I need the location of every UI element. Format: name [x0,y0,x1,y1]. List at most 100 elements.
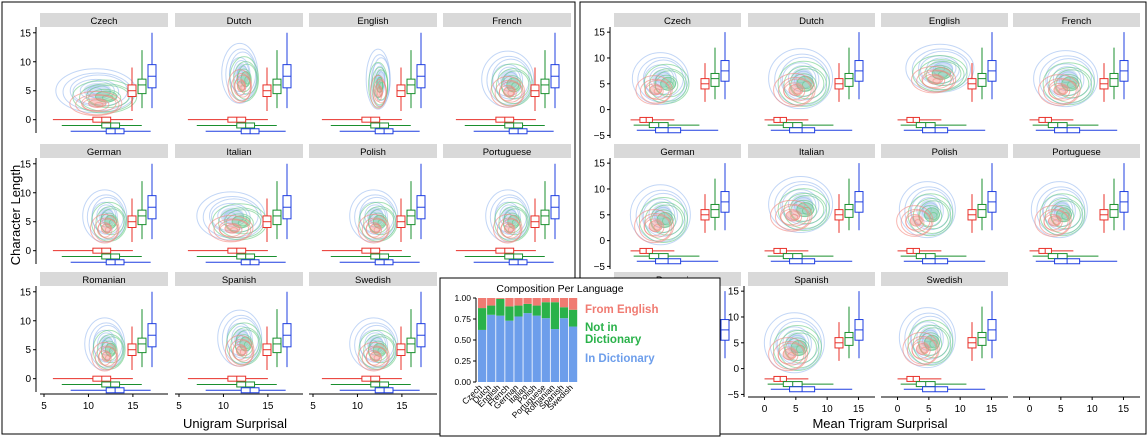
density-core [376,86,383,98]
density-contour [643,218,665,237]
x-tick-label: 5 [310,401,316,412]
density-contour [1046,63,1085,97]
facet-panel: Portuguese [1013,144,1140,265]
density-contour [638,196,688,243]
density-contour [217,205,248,227]
density-contour [1042,194,1076,228]
density-contour [1043,77,1079,105]
x-tick-label: 15 [396,401,408,412]
density-contour [781,62,820,98]
density-contour [776,326,812,362]
density-contour [774,181,831,231]
density-core [1048,215,1061,227]
y-tick-label: 0 [25,115,31,126]
density-contour [782,348,797,361]
density-contour [219,222,243,237]
y-tick-label: 15 [20,159,32,170]
density-contour [104,226,111,233]
density-contour [232,340,253,362]
density-contour [900,208,933,236]
density-contour [97,218,118,239]
density-contour [503,223,515,234]
y-tick-label: 10 [20,316,32,327]
x-tick-label: 10 [218,401,230,412]
density-core [796,75,815,92]
y-tick-label: 5 [25,345,31,356]
density-contour [98,346,117,367]
bar-segment [523,313,532,382]
legend-label: In Dictionary [585,353,655,365]
density-core [648,220,663,232]
bar-segment [478,298,487,309]
box [710,72,720,87]
density-contour [507,89,515,97]
bar-segment [514,298,523,306]
density-contour [788,83,804,96]
density-contour [236,80,246,93]
bar-segment [532,298,541,306]
x-tick-label: 15 [1118,404,1130,415]
density-contour [793,87,802,95]
bar-segment [568,298,578,310]
facet-strip [1013,144,1140,158]
density-core [916,343,929,355]
facet-panel: Swedish [881,272,1008,393]
x-tick-label: 10 [955,404,967,415]
bar-segment [487,305,496,315]
density-contour [486,55,533,105]
inset-y-tick-label: 0.00 [454,377,471,387]
box [977,331,987,346]
density-contour [785,210,801,222]
density-contour [779,205,809,227]
density-contour [1034,205,1072,237]
density-contour [648,220,663,233]
y-tick-label: −5 [594,131,606,142]
facet-strip [614,144,741,158]
density-contour [635,75,673,105]
density-contour [357,341,390,372]
density-contour [1030,181,1088,239]
density-contour [796,202,815,218]
density-contour [1048,82,1071,100]
density-contour [1047,215,1062,227]
x-tick-label: 5 [926,404,932,415]
density-contour [365,222,383,238]
facet-title: English [357,16,388,27]
box [406,78,416,95]
y-tick-label: −5 [728,390,740,401]
density-core [1053,84,1069,96]
bar-segment [559,307,569,319]
legend-label: Not in [585,322,618,334]
inset-title: Composition Per Language [496,283,623,295]
facet-title: Czech [91,16,118,27]
density-contour [234,74,252,98]
y-tick-label: 10 [728,312,740,323]
density-contour [233,78,247,97]
y-tick-label: 10 [594,184,606,195]
y-tick-label: 15 [728,287,740,298]
density-contour [921,70,952,89]
density-core [237,80,246,92]
y-tick-label: 0 [599,105,605,116]
density-contour [927,74,944,85]
x-tick-label: 10 [352,401,364,412]
density-contour [490,75,526,108]
density-contour [361,217,389,243]
x-tick-label: 10 [1087,404,1099,415]
facet-panel: Portuguese [443,144,571,266]
density-contour [494,79,524,107]
density-contour [648,84,663,96]
facet-strip [614,13,741,27]
bar-segment [550,329,560,382]
density-core [101,223,112,234]
density-core [369,223,381,234]
bar-segment [496,315,505,382]
facet-panel: Polish [881,144,1008,265]
facet-strip [748,272,875,286]
density-contour [653,224,661,231]
density-contour [763,312,825,374]
facet-title: Polish [932,147,958,158]
density-contour [918,59,965,91]
density-contour [373,354,380,361]
